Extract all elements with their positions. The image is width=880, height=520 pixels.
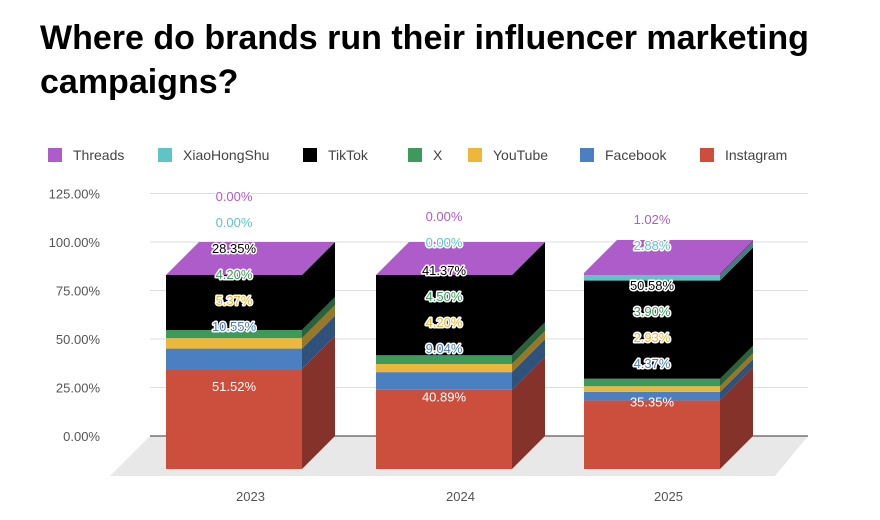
bar-top <box>376 242 545 275</box>
data-label: 2.88% <box>634 238 671 253</box>
bar-segment-facebook <box>166 348 302 370</box>
x-tick-label: 2023 <box>236 489 265 504</box>
y-tick-label: 75.00% <box>56 284 101 299</box>
bar-segment-x <box>166 330 302 339</box>
bar-side-facebook <box>512 339 545 390</box>
data-label: 4.20% <box>426 315 463 330</box>
bar-side-youtube <box>512 330 545 373</box>
bar-side-facebook <box>302 315 335 370</box>
bar-side-tiktok <box>302 242 335 331</box>
data-label: 4.20% <box>216 267 253 282</box>
legend-swatch <box>408 148 422 162</box>
bar-segment-youtube <box>584 386 720 392</box>
data-label: 41.37% <box>422 263 467 278</box>
y-tick-label: 100.00% <box>49 235 101 250</box>
bar-segment-instagram <box>166 369 302 469</box>
data-label: 35.35% <box>630 395 675 410</box>
data-label: 40.89% <box>422 389 467 404</box>
legend-label: Threads <box>73 147 124 163</box>
bar-top <box>166 242 335 276</box>
bar-side-tiktok <box>720 247 753 379</box>
legend-swatch <box>468 148 482 162</box>
legend-label: X <box>433 147 443 163</box>
y-tick-label: 25.00% <box>56 381 101 396</box>
legend-label: TikTok <box>328 147 369 163</box>
legend-label: Instagram <box>725 147 787 163</box>
data-label: 4.50% <box>426 289 463 304</box>
bar-side-youtube <box>720 353 753 392</box>
bar-segment-xiaohongshu <box>584 274 720 281</box>
legend-label: XiaoHongShu <box>183 147 269 163</box>
bar-segment-threads <box>584 273 720 275</box>
x-tick-label: 2025 <box>654 489 683 504</box>
legend-swatch <box>48 148 62 162</box>
legend-swatch <box>580 148 594 162</box>
data-label: 9.04% <box>426 341 463 356</box>
bar-side-x <box>302 297 335 339</box>
data-label: 1.02% <box>634 212 671 227</box>
bar-side-x <box>720 345 753 387</box>
data-label: 0.00% <box>216 215 253 230</box>
data-label: 51.52% <box>212 379 257 394</box>
data-label: 0.00% <box>426 235 463 250</box>
bar-side-instagram <box>720 367 753 469</box>
chart-title: Where do brands run their influencer mar… <box>40 19 809 101</box>
bar-side-facebook <box>720 358 753 401</box>
data-label: 3.90% <box>634 304 671 319</box>
bar-segment-x <box>376 355 512 364</box>
bar-segment-instagram <box>376 389 512 469</box>
data-label: 0.00% <box>426 209 463 224</box>
bar-segment-instagram <box>584 400 720 469</box>
bar-side-instagram <box>512 356 545 469</box>
bar-segment-tiktok <box>166 275 302 331</box>
legend-label: Facebook <box>605 147 667 163</box>
y-tick-label: 0.00% <box>63 429 100 444</box>
legend-swatch <box>700 148 714 162</box>
bar-top <box>584 240 753 274</box>
data-label: 5.37% <box>216 293 253 308</box>
y-tick-label: 125.00% <box>49 187 101 202</box>
legend-swatch <box>158 148 172 162</box>
bar-side-xiaohongshu <box>720 241 753 281</box>
legend-swatch <box>303 148 317 162</box>
data-label: 0.00% <box>216 189 253 204</box>
bar-side-x <box>512 322 545 364</box>
legend-label: YouTube <box>493 147 548 163</box>
bar-side-threads <box>720 240 753 275</box>
data-label: 2.93% <box>634 330 671 345</box>
data-label: 10.55% <box>212 319 257 334</box>
bar-segment-tiktok <box>584 280 720 379</box>
x-tick-label: 2024 <box>446 489 475 504</box>
data-label: 28.35% <box>212 241 257 256</box>
y-tick-label: 50.00% <box>56 332 101 347</box>
data-label: 50.58% <box>630 278 675 293</box>
bar-segment-youtube <box>376 363 512 373</box>
bar-side-instagram <box>302 336 335 469</box>
bar-segment-tiktok <box>376 275 512 356</box>
bar-side-youtube <box>302 305 335 349</box>
data-label: 4.37% <box>634 356 671 371</box>
bar-segment-facebook <box>376 372 512 390</box>
bar-segment-facebook <box>584 391 720 401</box>
bar-segment-youtube <box>166 338 302 349</box>
bar-side-tiktok <box>512 242 545 356</box>
bar-segment-x <box>584 378 720 387</box>
